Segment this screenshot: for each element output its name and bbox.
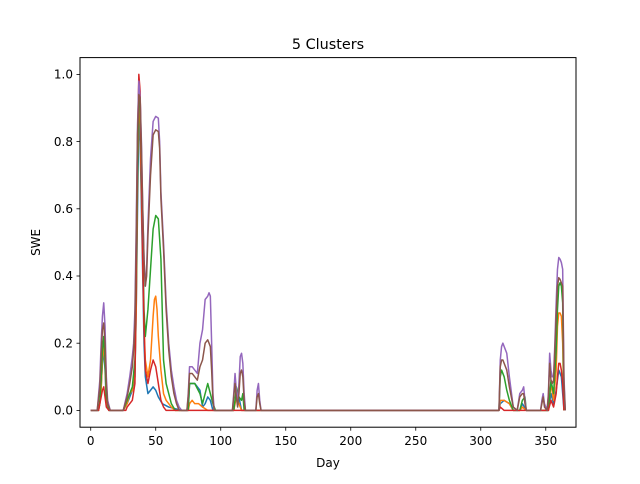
series-line-6 [90, 93, 567, 412]
series-line-3 [90, 90, 565, 412]
x-axis-label: Day [316, 456, 340, 470]
plot-lines [90, 73, 567, 412]
x-tick-label: 50 [148, 434, 163, 448]
y-tick-label: 0.0 [54, 404, 73, 418]
x-tick-label: 250 [404, 434, 427, 448]
x-axis: 0 50 100 150 200 250 300 350 [87, 427, 557, 448]
series-line-4 [90, 73, 565, 412]
y-tick-label: 0.4 [54, 269, 73, 283]
y-axis-label: SWE [29, 229, 43, 256]
x-tick-label: 150 [274, 434, 297, 448]
x-tick-label: 0 [87, 434, 95, 448]
chart-title: 5 Clusters [292, 37, 364, 53]
y-axis: 0.0 0.2 0.4 0.6 0.8 1.0 [54, 68, 80, 418]
plot-frame [79, 57, 577, 428]
y-tick-label: 1.0 [54, 68, 73, 82]
x-tick-label: 300 [469, 434, 492, 448]
y-tick-label: 0.6 [54, 202, 73, 216]
x-tick-label: 200 [339, 434, 362, 448]
y-tick-label: 0.2 [54, 336, 73, 350]
x-tick-label: 350 [534, 434, 557, 448]
x-tick-label: 100 [209, 434, 232, 448]
y-tick-label: 0.8 [54, 135, 73, 149]
